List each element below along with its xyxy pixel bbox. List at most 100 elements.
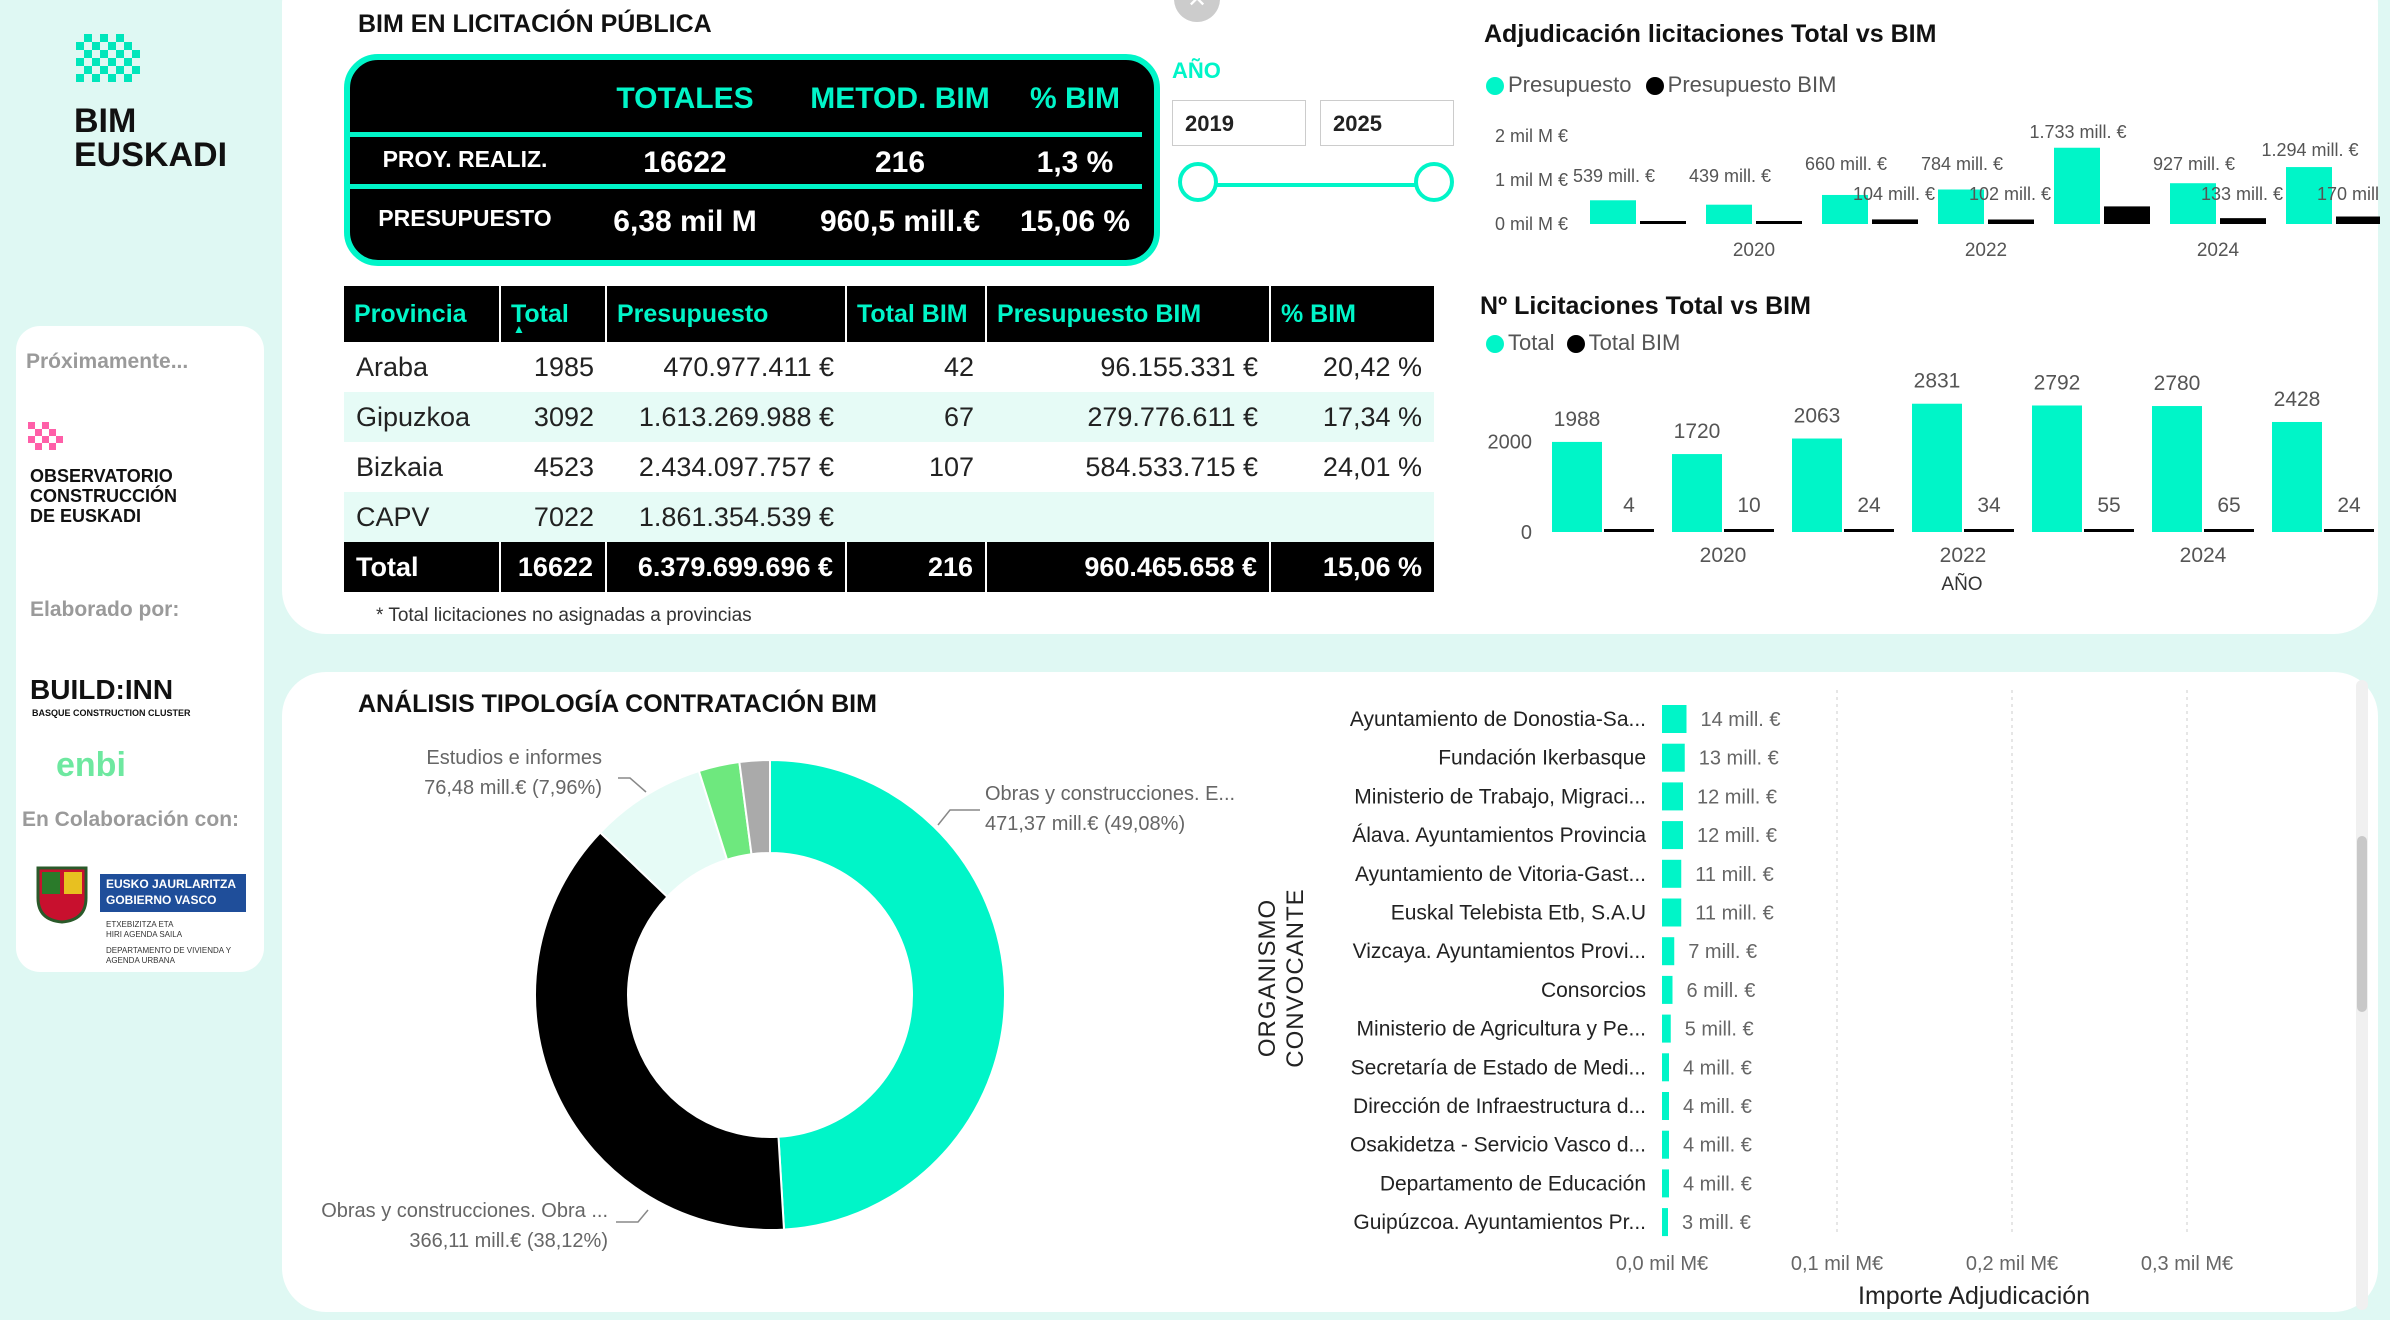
hbar-category-label: Fundación Ikerbasque xyxy=(1438,747,1646,770)
th-pct-bim[interactable]: % BIM xyxy=(1270,286,1434,342)
cell: CAPV xyxy=(344,492,500,542)
hbar-category-label: Consorcios xyxy=(1541,979,1646,1002)
chart1-data-label-bim: 104 mill. € xyxy=(1853,184,1935,204)
th-presupuesto[interactable]: Presupuesto xyxy=(606,286,847,342)
chart2-legend-2[interactable]: Total BIM xyxy=(1588,330,1681,355)
cell: Araba xyxy=(356,351,429,382)
table-row[interactable]: Bizkaia 4523 2.434.097.757 € 107 584.533.715… xyxy=(344,442,1434,492)
chart1-bar-presupuesto-bim xyxy=(1640,221,1686,224)
year-slider-handle-start[interactable] xyxy=(1178,162,1218,202)
donut-label-value: 76,48 mill.€ (7,96%) xyxy=(424,777,602,799)
hbar-bar xyxy=(1662,705,1687,733)
chart1-data-label: 660 mill. € xyxy=(1805,154,1887,174)
chart2-legend-1[interactable]: Total xyxy=(1508,330,1555,355)
chart2-data-label-bim: 34 xyxy=(1977,494,2001,517)
gobierno-vasco-shield-icon xyxy=(36,866,88,924)
chart1-legend-1[interactable]: Presupuesto xyxy=(1508,72,1632,97)
province-table: Provincia Total ▲ Presupuesto Total BIM P… xyxy=(344,286,1434,592)
chart2-data-label: 2428 xyxy=(2274,388,2321,411)
table-row[interactable]: Araba 1985 470.977.411 € 42 96.155.331 € 20,4… xyxy=(344,342,1434,392)
chart1-legend: Presupuesto Presupuesto BIM xyxy=(1486,72,1836,98)
enbi-logo: enbi xyxy=(56,746,126,784)
hbar-category-label: Ministerio de Agricultura y Pe... xyxy=(1357,1018,1646,1041)
year-slider-handle-end[interactable] xyxy=(1414,162,1454,202)
hbar-value-label: 4 mill. € xyxy=(1683,1096,1752,1118)
cell: 24,01 % xyxy=(1322,451,1422,482)
chart2-data-label-bim: 24 xyxy=(1857,494,1881,517)
th-provincia[interactable]: Provincia xyxy=(344,286,501,342)
chart1-bar-presupuesto xyxy=(1706,204,1752,224)
chart1-legend-2[interactable]: Presupuesto BIM xyxy=(1667,72,1837,97)
sidebar-panel: Próximamente... OBSERVATORIO CONSTRUCCIÓ… xyxy=(16,326,264,972)
bottom-title: ANÁLISIS TIPOLOGÍA CONTRATACIÓN BIM xyxy=(358,690,877,718)
chart2-bar-total-bim xyxy=(2204,529,2254,532)
cell: 470.977.411 € xyxy=(663,351,834,382)
chart1-bar-presupuesto-bim xyxy=(2104,206,2150,224)
hbar-bar xyxy=(1662,1130,1669,1159)
chart1-data-label: 784 mill. € xyxy=(1921,154,2003,174)
chart2-data-label-bim: 24 xyxy=(2337,494,2361,517)
hbar-value-label: 4 mill. € xyxy=(1683,1057,1752,1079)
year-to-input[interactable]: 2025 xyxy=(1320,100,1454,146)
chart2-bar-total xyxy=(1552,441,1602,532)
chart1-data-label: 439 mill. € xyxy=(1689,166,1771,186)
chart2-data-label: 2792 xyxy=(2034,371,2081,394)
chart2-y-tick: 0 xyxy=(1521,522,1532,544)
table-row[interactable]: CAPV 7022 1.861.354.539 € xyxy=(344,492,1434,542)
colaboracion-label: En Colaboración con: xyxy=(22,808,240,831)
gob-sub2: HIRI AGENDA SAILA xyxy=(106,930,183,939)
cell: 216 xyxy=(846,542,987,592)
kpi-divider-2 xyxy=(350,184,1142,189)
hbar-value-label: 4 mill. € xyxy=(1683,1135,1752,1157)
donut-label-value: 471,37 mill.€ (49,08%) xyxy=(985,813,1185,835)
chart2-y-tick: 2000 xyxy=(1488,431,1533,453)
scrollbar-thumb[interactable] xyxy=(2357,836,2367,1012)
th-total[interactable]: Total ▲ xyxy=(500,286,607,342)
chart1-bar-presupuesto-bim xyxy=(2336,216,2380,224)
hbar-value-label: 5 mill. € xyxy=(1685,1019,1754,1041)
chart2-bar-total-bim xyxy=(1604,529,1654,532)
cell: 279.776.611 € xyxy=(986,392,1270,442)
gobierno-line1: EUSKO JAURLARITZA xyxy=(106,877,237,891)
table-header-row: Provincia Total ▲ Presupuesto Total BIM P… xyxy=(344,286,1434,342)
legend-dot-icon xyxy=(1486,77,1504,96)
kpi-row2-metod: 960,5 mill.€ xyxy=(819,205,981,238)
observatorio-line2: CONSTRUCCIÓN xyxy=(30,486,177,506)
hbar-category-label: Ayuntamiento de Vitoria-Gast... xyxy=(1355,863,1646,886)
hbar-bar xyxy=(1662,859,1682,888)
donut-label-value: 366,11 mill.€ (38,12%) xyxy=(409,1230,608,1252)
chart1-bar-presupuesto xyxy=(2170,183,2216,224)
cell xyxy=(986,492,1270,542)
chart1-x-tick: 2024 xyxy=(2197,240,2240,260)
chart1-bar-presupuesto xyxy=(1590,200,1636,224)
year-from-input[interactable]: 2019 xyxy=(1172,100,1306,146)
chart2-data-label-bim: 55 xyxy=(2097,494,2120,517)
chart1-data-label: 1.733 mill. € xyxy=(2029,122,2126,142)
hbar-value-label: 11 mill. € xyxy=(1695,903,1774,925)
table-row[interactable]: Gipuzkoa 3092 1.613.269.988 €67 279.776.611… xyxy=(344,392,1434,442)
brand-line1: BIM xyxy=(74,102,137,140)
chart1-bar-presupuesto xyxy=(1938,189,1984,224)
kpi-header-pct: % BIM xyxy=(1030,82,1120,115)
cell: 107 xyxy=(928,451,974,482)
bim-euskadi-logo-icon xyxy=(76,34,140,82)
hbar-bar xyxy=(1662,782,1683,811)
kpi-row1-totales: 16622 xyxy=(643,146,727,179)
hbar-category-label: Vizcaya. Ayuntamientos Provi... xyxy=(1353,940,1646,963)
year-slider-track[interactable] xyxy=(1200,183,1434,187)
cell: 3092 xyxy=(500,392,606,442)
chart2-x-tick: 2020 xyxy=(1700,544,1747,567)
observatorio-logo-icon xyxy=(28,422,63,450)
hbar-category-label: Ministerio de Trabajo, Migraci... xyxy=(1354,785,1646,808)
close-icon[interactable]: ✕ xyxy=(1174,0,1220,22)
chart2-data-label-bim: 10 xyxy=(1737,494,1760,517)
donut-label-name: Obras y construcciones. Obra ... xyxy=(321,1200,608,1222)
hbar-category-label: Dirección de Infraestructura d... xyxy=(1353,1095,1646,1118)
th-presupuesto-bim[interactable]: Presupuesto BIM xyxy=(986,286,1271,342)
legend-dot-icon xyxy=(1486,335,1504,354)
gob-sub1: ETXEBIZITZA ETA xyxy=(106,920,174,929)
cell: Gipuzkoa xyxy=(344,392,500,442)
th-total-bim[interactable]: Total BIM xyxy=(846,286,987,342)
chart2-bar-total-bim xyxy=(1964,529,2014,532)
table-footnote: * Total licitaciones no asignadas a prov… xyxy=(376,605,752,626)
